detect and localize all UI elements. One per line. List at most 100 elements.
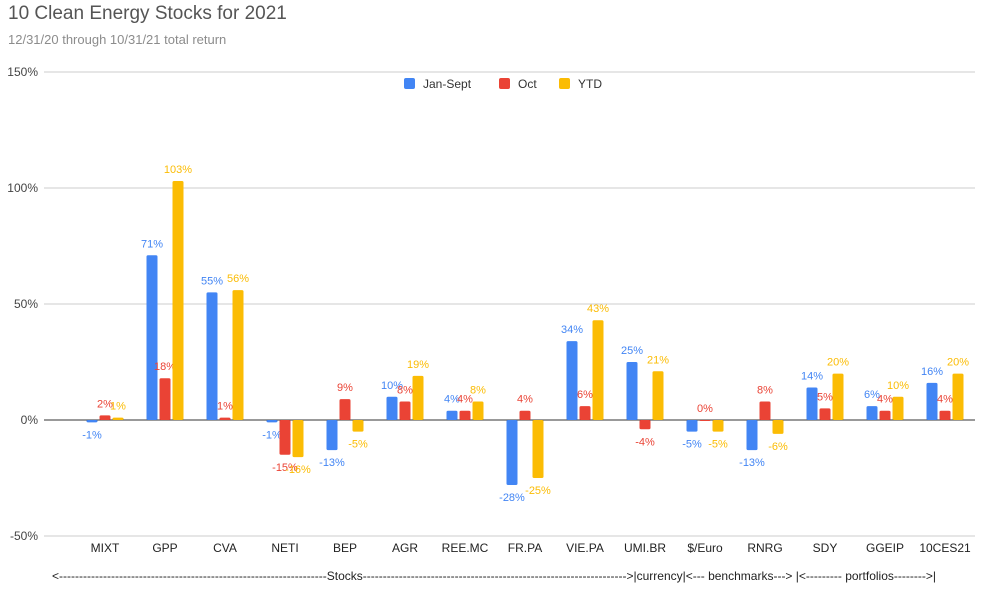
legend-swatch	[404, 78, 415, 89]
bar	[339, 399, 351, 420]
data-label: 20%	[827, 357, 849, 369]
bar	[86, 420, 98, 423]
data-label: 9%	[337, 382, 353, 394]
data-label: 8%	[757, 384, 773, 396]
bar	[472, 401, 484, 420]
data-label: -13%	[739, 457, 765, 469]
data-label: 2%	[97, 398, 113, 410]
x-tick-label: BEP	[333, 541, 357, 555]
bar	[819, 408, 831, 420]
bar	[292, 420, 304, 458]
legend-label: YTD	[578, 77, 602, 91]
legend-swatch	[559, 78, 570, 89]
data-label: 20%	[947, 357, 969, 369]
x-tick-label: NETI	[271, 541, 298, 555]
data-label: 4%	[517, 394, 533, 406]
data-label: 1%	[110, 401, 126, 413]
data-label: 16%	[921, 366, 943, 378]
bar	[939, 410, 951, 420]
data-label: 6%	[577, 389, 593, 401]
data-label: 10%	[381, 380, 403, 392]
bar	[566, 341, 578, 420]
x-tick-label: MIXT	[91, 541, 120, 555]
bar	[279, 420, 291, 455]
bar	[219, 417, 231, 420]
data-label: -25%	[525, 485, 551, 497]
bar	[926, 382, 938, 420]
data-label: 10%	[887, 380, 909, 392]
bar	[326, 420, 338, 451]
y-tick-label: -50%	[10, 529, 38, 543]
bar	[866, 406, 878, 420]
bar	[712, 420, 724, 432]
data-label: 4%	[877, 394, 893, 406]
data-label: 4%	[937, 394, 953, 406]
bar	[686, 420, 698, 432]
data-label: 21%	[647, 354, 669, 366]
bar	[652, 371, 664, 420]
y-tick-label: 50%	[14, 297, 38, 311]
x-tick-label: AGR	[392, 541, 418, 555]
data-label: 55%	[201, 275, 223, 287]
bar	[386, 396, 398, 420]
data-label: -4%	[635, 436, 655, 448]
data-label: -5%	[682, 439, 702, 451]
bar	[159, 378, 171, 420]
bar	[592, 320, 604, 420]
bar	[519, 410, 531, 420]
bar	[506, 420, 518, 485]
data-label: 4%	[444, 394, 460, 406]
data-label: 18%	[154, 361, 176, 373]
x-tick-label: FR.PA	[508, 541, 542, 555]
bar	[579, 406, 591, 420]
data-label: -5%	[708, 439, 728, 451]
bar	[772, 420, 784, 434]
bar	[639, 420, 651, 430]
bar	[266, 420, 278, 423]
bar	[879, 410, 891, 420]
y-tick-label: 150%	[7, 65, 38, 79]
bar	[532, 420, 544, 478]
data-label: -1%	[82, 429, 102, 441]
data-label: 56%	[227, 273, 249, 285]
category-group-footnote: <---------------------------------------…	[52, 569, 936, 583]
y-tick-label: 100%	[7, 181, 38, 195]
bar	[806, 387, 818, 420]
data-label: -6%	[768, 441, 788, 453]
data-label: 1%	[217, 401, 233, 413]
x-tick-label: VIE.PA	[566, 541, 604, 555]
chart-title: 10 Clean Energy Stocks for 2021	[8, 3, 287, 24]
data-label: 43%	[587, 303, 609, 315]
legend-label: Oct	[518, 77, 537, 91]
x-tick-label: CVA	[213, 541, 237, 555]
data-label: 8%	[470, 384, 486, 396]
bar	[232, 290, 244, 420]
bar	[206, 292, 218, 420]
bar	[352, 420, 364, 432]
legend-swatch	[499, 78, 510, 89]
bar	[892, 396, 904, 420]
data-label: 4%	[457, 394, 473, 406]
data-label: -5%	[348, 439, 368, 451]
bar	[112, 417, 124, 420]
bar	[952, 373, 964, 420]
x-tick-label: SDY	[813, 541, 838, 555]
data-label: 103%	[164, 164, 192, 176]
bar	[746, 420, 758, 451]
x-tick-label: RNRG	[747, 541, 782, 555]
data-label: -16%	[285, 464, 311, 476]
data-label: 34%	[561, 324, 583, 336]
x-tick-label: $/Euro	[687, 541, 723, 555]
bar	[99, 415, 111, 420]
data-label: 19%	[407, 359, 429, 371]
bar	[459, 410, 471, 420]
data-label: -13%	[319, 457, 345, 469]
bar	[699, 420, 711, 421]
y-tick-label: 0%	[21, 413, 39, 427]
legend-label: Jan-Sept	[423, 77, 472, 91]
data-label: -1%	[262, 429, 282, 441]
data-label: 14%	[801, 371, 823, 383]
data-label: 8%	[397, 384, 413, 396]
bar	[626, 362, 638, 420]
x-tick-label: REE.MC	[442, 541, 489, 555]
